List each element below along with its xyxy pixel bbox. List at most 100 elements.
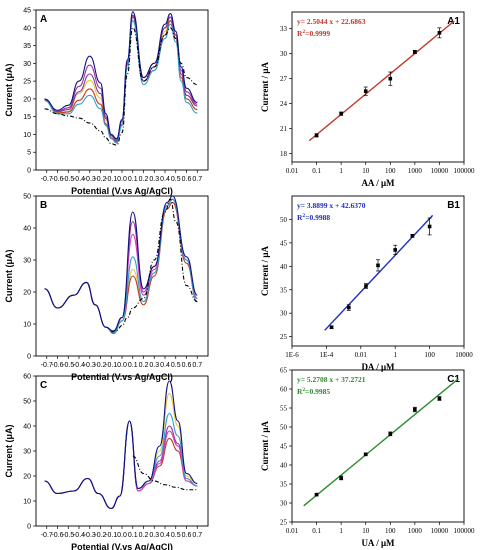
x-tick-label: 0.01	[355, 351, 368, 359]
y-tick-label: 30	[280, 310, 288, 318]
y-tick-label: 30	[280, 500, 288, 508]
data-point	[427, 224, 432, 229]
x-tick-label: -0.6	[51, 532, 63, 539]
y-axis-title: Current (μA)	[4, 424, 14, 477]
curve-series-6	[44, 11, 198, 140]
curve-series-1	[44, 198, 198, 335]
plot-frame	[35, 9, 209, 171]
x-axis-title: UA / μM	[361, 538, 395, 548]
x-tick-label: 100	[385, 527, 396, 535]
x-tick-label: 0.5	[171, 176, 181, 183]
panel-a1: 0.01 0.1 1 10 100 1000 10000 100000 18 21 24 27 30 33…	[260, 11, 475, 188]
y-tick-label: 40	[23, 226, 31, 233]
fit-line	[308, 20, 455, 142]
x-tick-label: -0.7	[41, 176, 53, 183]
y-tick-label: 20	[23, 290, 31, 297]
x-tick-label: -0.2	[94, 532, 106, 539]
r2-value: 0.9999	[309, 29, 330, 38]
y-tick-label: 10	[23, 499, 31, 506]
y-tick-label: 35	[280, 286, 288, 294]
x-axis-title: Potential (V.vs Ag/AgCl)	[71, 542, 173, 550]
plot-frame	[291, 11, 465, 163]
x-tick-label: -0.5	[62, 176, 74, 183]
panel-b1: 1E-6 1E-4 0.01 1 100 10000 25 30 35 40 45 50 DA / μM…	[260, 195, 473, 372]
x-tick-label: 10	[362, 527, 370, 535]
data-point	[364, 284, 368, 288]
x-tick-label: 1	[339, 167, 343, 175]
x-tick-label: -0.3	[84, 362, 96, 369]
curves	[44, 380, 198, 510]
fit-equation: y= 3.8899 x + 42.6370	[297, 201, 366, 210]
y-tick-label: 25	[280, 519, 288, 527]
y-tick-label: 0	[27, 354, 31, 361]
y-axis-title: Current (μA)	[4, 249, 14, 302]
curve-series-4	[44, 198, 198, 333]
data-point	[339, 111, 343, 116]
x-tick-label: 0.6	[182, 362, 192, 369]
y-tick-label: 45	[280, 239, 288, 247]
r2-superscript: 2	[302, 387, 305, 393]
x-axis-title: DA / μM	[361, 362, 395, 372]
x-tick-label: 1000	[408, 167, 423, 175]
curves	[44, 196, 198, 335]
data-point	[413, 407, 417, 412]
calibration	[303, 378, 459, 507]
data-point	[393, 248, 397, 252]
x-axis-title: Potential (V.vs Ag/AgCl)	[71, 372, 173, 382]
x-tick-label: 0.4	[160, 362, 170, 369]
y-axis-title: Current / μA	[260, 421, 270, 471]
curve-blank	[132, 455, 198, 491]
x-tick-label: 0.01	[286, 167, 299, 175]
fit-r-squared: R2=0.9988	[297, 213, 330, 222]
y-tick-label: 50	[280, 424, 288, 432]
data-point	[314, 492, 319, 497]
y-axis-title: Current / μA	[260, 246, 270, 296]
curve-series-6	[44, 380, 198, 510]
r2-superscript: 2	[302, 213, 305, 219]
y-tick-label: 20	[23, 96, 31, 103]
curve-blank	[111, 198, 198, 333]
x-tick-label: -0.5	[62, 532, 74, 539]
data-point	[413, 50, 417, 54]
data-point	[346, 305, 351, 310]
y-tick-label: 24	[280, 100, 288, 108]
x-tick-label: 0.2	[139, 176, 149, 183]
r2-equals: =	[305, 213, 309, 222]
data-point	[314, 133, 319, 138]
r2-value: 0.9985	[309, 387, 330, 396]
y-tick-label: 25	[23, 79, 31, 86]
r2-equals: =	[305, 29, 309, 38]
x-tick-label: 0.1	[312, 167, 321, 175]
y-tick-label: 30	[23, 258, 31, 265]
x-tick-label: 100000	[454, 527, 476, 535]
x-tick-label: 0.6	[182, 532, 192, 539]
data-point	[437, 396, 442, 401]
y-tick-label: 21	[280, 125, 288, 133]
curve-series-2	[44, 201, 198, 335]
y-tick-label: 30	[280, 50, 288, 58]
x-axis-title: AA / μM	[361, 178, 395, 188]
data-point	[388, 432, 393, 436]
x-tick-label: -0.3	[84, 532, 96, 539]
data-point	[363, 89, 368, 93]
x-tick-label: 1E-6	[285, 351, 299, 359]
x-tick-label: 0.01	[286, 527, 299, 535]
x-tick-label: 0.2	[139, 362, 149, 369]
fit-equation: y= 5.2708 x + 37.2721	[297, 375, 366, 384]
x-tick-label: 0.1	[128, 176, 138, 183]
r2-value: 0.9988	[309, 213, 330, 222]
plot-frame	[35, 195, 209, 357]
x-tick-label: -0.1	[105, 362, 117, 369]
x-tick-label: 1E-4	[320, 351, 334, 359]
fit-line	[324, 214, 434, 331]
y-tick-label: 45	[280, 443, 288, 451]
y-tick-label: 60	[23, 374, 31, 381]
x-tick-label: -0.4	[73, 176, 85, 183]
x-axis-title: Potential (V.vs Ag/AgCl)	[71, 186, 173, 196]
x-tick-label: 0.1	[312, 527, 321, 535]
x-tick-label: 1	[393, 351, 397, 359]
x-tick-label: -0.3	[84, 176, 96, 183]
x-tick-label: 100	[424, 351, 435, 359]
y-tick-label: 55	[280, 405, 288, 413]
data-point	[437, 31, 442, 35]
